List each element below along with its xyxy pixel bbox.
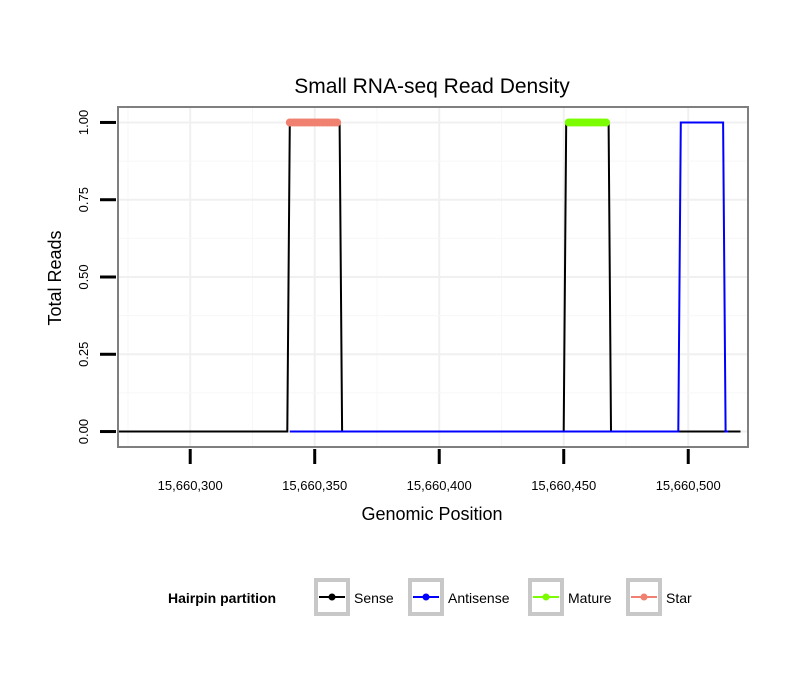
y-tick-label: 0.75 <box>76 187 91 212</box>
x-tick-label: 15,660,400 <box>407 478 472 493</box>
x-tick-label: 15,660,450 <box>531 478 596 493</box>
legend-swatch-point <box>640 593 648 601</box>
x-axis: 15,660,300 15,660,350 15,660,400 15,660,450… <box>118 446 748 493</box>
legend-swatch-point <box>542 593 550 601</box>
legend-label-mature: Mature <box>568 590 612 606</box>
series-star-point <box>333 118 342 127</box>
x-tick-label: 15,660,300 <box>158 478 223 493</box>
x-tick-label: 15,660,500 <box>656 478 721 493</box>
series-antisense-line <box>289 121 729 433</box>
y-tick-label: 1.00 <box>76 110 91 135</box>
legend-swatch-point <box>328 593 336 601</box>
legend-item-star: Star <box>626 578 692 616</box>
series-layer <box>118 118 741 433</box>
legend-label-star: Star <box>666 590 692 606</box>
series-mature-point <box>602 118 611 127</box>
y-axis-title: Total Reads <box>45 230 65 325</box>
y-tick-label: 0.25 <box>76 342 91 367</box>
legend-item-mature: Mature <box>528 578 612 616</box>
legend-item-antisense: Antisense <box>408 578 510 616</box>
legend-swatch-point <box>422 593 430 601</box>
y-tick-label: 0.00 <box>76 419 91 444</box>
y-axis: 0.00 0.25 0.50 0.75 1.00 <box>76 110 116 444</box>
y-tick-label: 0.50 <box>76 264 91 289</box>
x-axis-title: Genomic Position <box>361 504 502 524</box>
x-tick-label: 15,660,350 <box>282 478 347 493</box>
legend: Hairpin partition Sense Antisense Mature St… <box>168 578 692 616</box>
legend-label-antisense: Antisense <box>448 590 510 606</box>
legend-item-sense: Sense <box>314 578 394 616</box>
legend-label-sense: Sense <box>354 590 394 606</box>
chart-title: Small RNA-seq Read Density <box>294 75 570 98</box>
legend-title: Hairpin partition <box>168 590 276 606</box>
